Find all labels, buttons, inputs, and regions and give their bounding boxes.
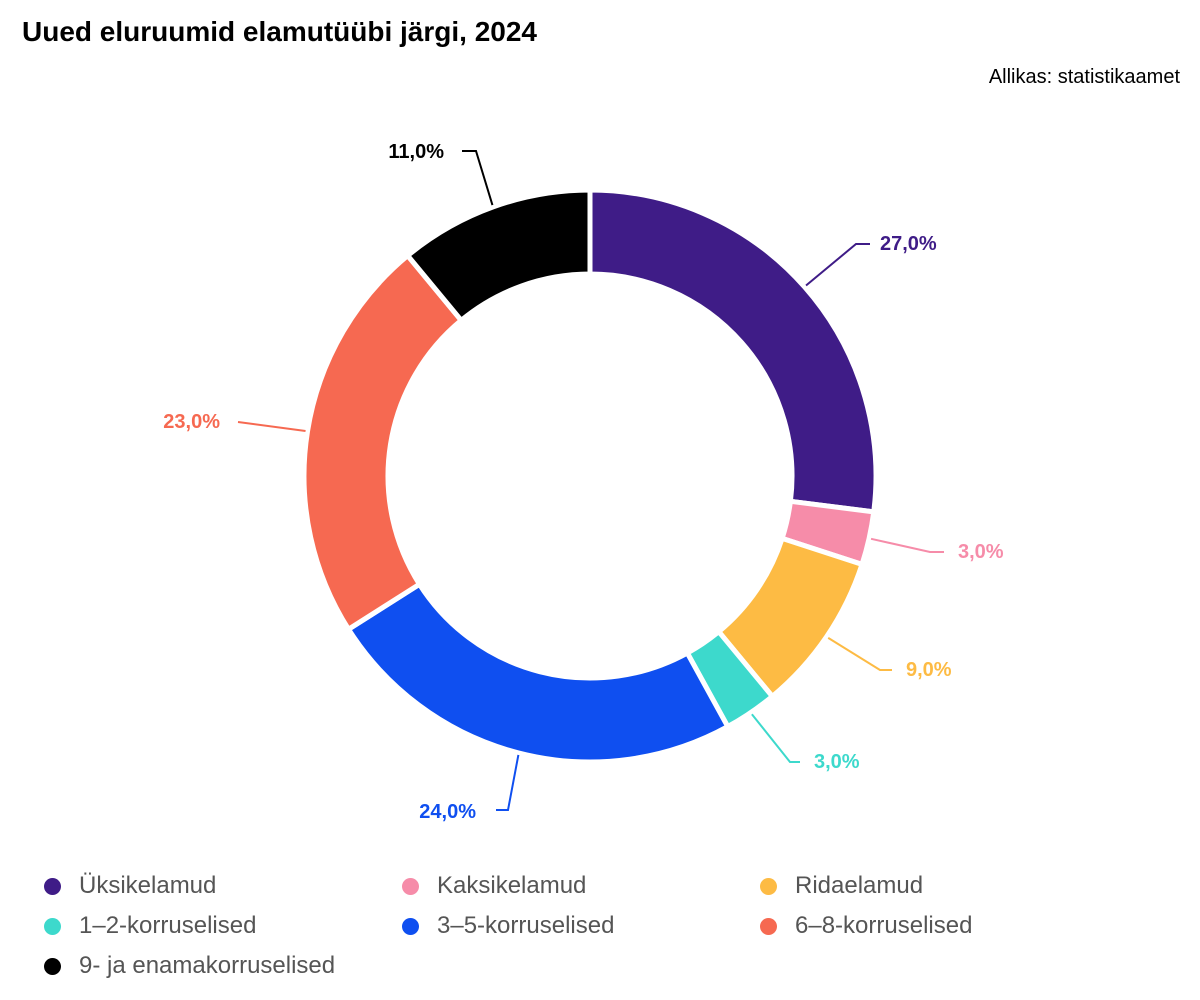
source-note: Allikas: statistikaamet: [988, 66, 1180, 88]
slice-7[interactable]: [405, 187, 593, 323]
slice-5[interactable]: [346, 581, 731, 765]
data-label-7: 11,0%: [388, 141, 444, 163]
data-label-6: 23,0%: [163, 411, 220, 433]
leader-line-6: [237, 421, 306, 432]
legend-swatch: [402, 917, 419, 935]
chart-title: Uued eluruumid elamutüübi järgi, 2024: [22, 16, 537, 47]
legend-item-4[interactable]: 1–2-korruselised: [44, 912, 256, 940]
leader-line-2: [870, 537, 944, 553]
leader-line-5: [496, 754, 520, 811]
data-label-4: 3,0%: [814, 751, 860, 773]
legend-item-3[interactable]: Ridaelamud: [760, 872, 923, 900]
data-label-1: 27,0%: [880, 233, 937, 255]
legend-label: Ridaelamud: [795, 872, 924, 899]
legend-item-2[interactable]: Kaksikelamud: [402, 872, 586, 900]
slice-1[interactable]: [587, 187, 879, 515]
legend-swatch: [402, 877, 419, 895]
legend-swatch: [44, 957, 61, 975]
data-label-2: 3,0%: [958, 541, 1004, 563]
legend-label: Üksikelamud: [79, 872, 217, 899]
legend-label: 1–2-korruselised: [79, 912, 257, 939]
legend-swatch: [44, 877, 61, 895]
legend-item-5[interactable]: 3–5-korruselised: [402, 912, 614, 940]
legend-swatch: [760, 917, 777, 935]
legend-swatch: [760, 877, 777, 895]
legend-item-7[interactable]: 9- ja enamakorruselised: [44, 952, 335, 980]
legend-label: Kaksikelamud: [437, 872, 587, 899]
legend-item-6[interactable]: 6–8-korruselised: [760, 912, 972, 940]
slice-6[interactable]: [301, 253, 464, 632]
data-label-5: 24,0%: [419, 801, 476, 823]
donut-chart: 27,0% 3,0% 9,0% 3,0% 24,0% 23,0% 11,0%: [163, 141, 1004, 823]
legend-label: 6–8-korruselised: [795, 912, 973, 939]
data-label-3: 9,0%: [906, 659, 952, 681]
legend-label: 9- ja enamakorruselised: [79, 952, 336, 979]
leader-line-1: [805, 243, 870, 287]
leader-line-4: [751, 713, 800, 763]
legend-item-1[interactable]: Üksikelamud: [44, 872, 216, 900]
legend-label: 3–5-korruselised: [437, 912, 615, 939]
legend-swatch: [44, 917, 61, 935]
leader-line-7: [462, 150, 494, 206]
leader-line-3: [827, 637, 892, 671]
